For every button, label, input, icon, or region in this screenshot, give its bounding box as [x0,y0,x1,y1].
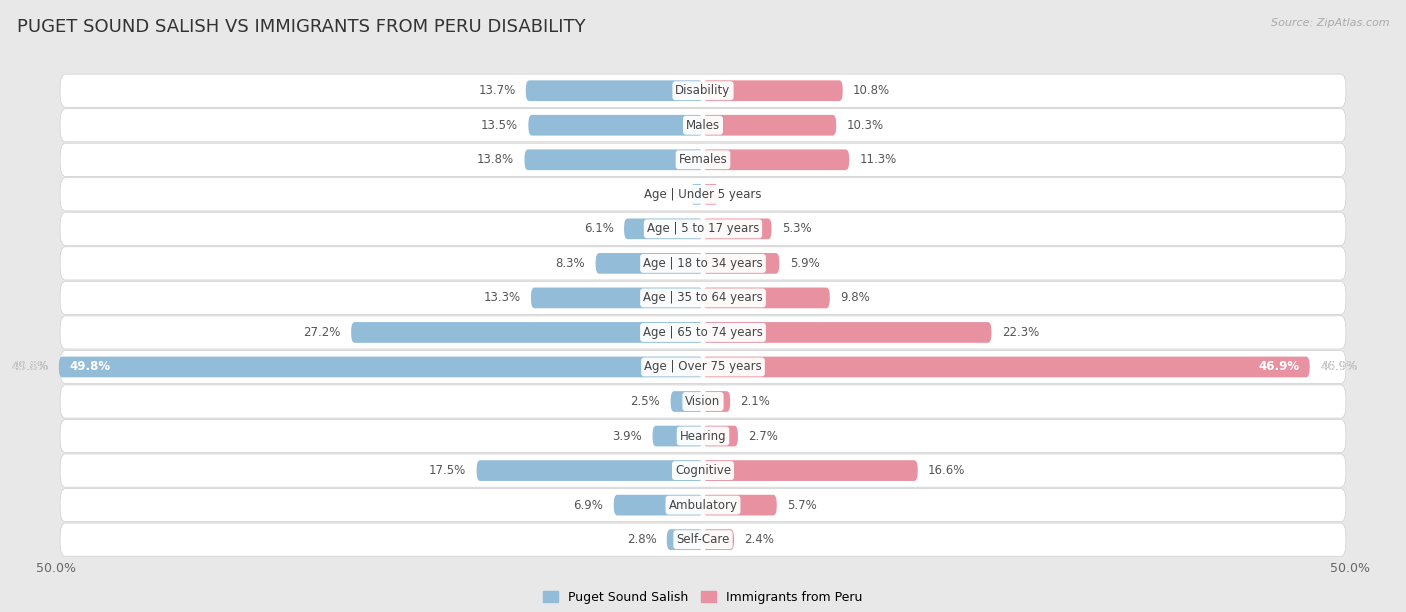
Text: Females: Females [679,153,727,166]
Text: 2.1%: 2.1% [741,395,770,408]
Text: 11.3%: 11.3% [859,153,897,166]
FancyBboxPatch shape [703,391,730,412]
Text: 10.3%: 10.3% [846,119,884,132]
FancyBboxPatch shape [352,322,703,343]
Text: 46.9%: 46.9% [1258,360,1299,373]
Text: 46.9%: 46.9% [1320,360,1357,373]
FancyBboxPatch shape [60,74,1346,107]
FancyBboxPatch shape [60,351,1346,384]
FancyBboxPatch shape [614,494,703,515]
FancyBboxPatch shape [60,488,1346,521]
FancyBboxPatch shape [60,385,1346,418]
Text: Disability: Disability [675,84,731,97]
FancyBboxPatch shape [59,357,703,378]
Text: 2.5%: 2.5% [630,395,661,408]
Text: Age | 35 to 64 years: Age | 35 to 64 years [643,291,763,304]
Legend: Puget Sound Salish, Immigrants from Peru: Puget Sound Salish, Immigrants from Peru [538,586,868,609]
FancyBboxPatch shape [703,184,718,204]
FancyBboxPatch shape [531,288,703,308]
FancyBboxPatch shape [690,184,703,204]
Text: 13.7%: 13.7% [478,84,516,97]
FancyBboxPatch shape [703,218,772,239]
Text: 10.8%: 10.8% [853,84,890,97]
Text: 1.2%: 1.2% [728,188,759,201]
FancyBboxPatch shape [60,419,1346,453]
Text: 9.8%: 9.8% [841,291,870,304]
Text: 13.3%: 13.3% [484,291,520,304]
Text: 13.8%: 13.8% [477,153,515,166]
Text: 22.3%: 22.3% [1002,326,1039,339]
Text: Vision: Vision [685,395,721,408]
Text: 2.7%: 2.7% [748,430,778,442]
Text: 5.9%: 5.9% [790,257,820,270]
FancyBboxPatch shape [703,149,849,170]
FancyBboxPatch shape [60,316,1346,349]
FancyBboxPatch shape [60,247,1346,280]
FancyBboxPatch shape [703,529,734,550]
FancyBboxPatch shape [703,80,842,101]
Text: 5.7%: 5.7% [787,499,817,512]
FancyBboxPatch shape [703,322,991,343]
FancyBboxPatch shape [60,109,1346,142]
Text: 6.9%: 6.9% [574,499,603,512]
Text: 49.8%: 49.8% [11,360,48,373]
Text: 16.6%: 16.6% [928,464,966,477]
Text: Age | 5 to 17 years: Age | 5 to 17 years [647,222,759,236]
Text: 8.3%: 8.3% [555,257,585,270]
Text: Self-Care: Self-Care [676,533,730,546]
FancyBboxPatch shape [666,529,703,550]
Text: Age | Over 75 years: Age | Over 75 years [644,360,762,373]
Text: Age | 18 to 34 years: Age | 18 to 34 years [643,257,763,270]
FancyBboxPatch shape [60,523,1346,556]
FancyBboxPatch shape [60,143,1346,176]
FancyBboxPatch shape [60,454,1346,487]
Text: Cognitive: Cognitive [675,464,731,477]
Text: 6.1%: 6.1% [583,222,614,236]
Text: 5.3%: 5.3% [782,222,811,236]
FancyBboxPatch shape [524,149,703,170]
FancyBboxPatch shape [703,115,837,136]
Text: 49.8%: 49.8% [11,360,48,373]
FancyBboxPatch shape [624,218,703,239]
Text: Males: Males [686,119,720,132]
FancyBboxPatch shape [60,177,1346,211]
FancyBboxPatch shape [703,426,738,446]
Text: Hearing: Hearing [679,430,727,442]
FancyBboxPatch shape [703,357,1309,378]
Text: 13.5%: 13.5% [481,119,517,132]
FancyBboxPatch shape [703,288,830,308]
Text: Source: ZipAtlas.com: Source: ZipAtlas.com [1271,18,1389,28]
Text: Ambulatory: Ambulatory [668,499,738,512]
Text: 49.8%: 49.8% [69,360,110,373]
FancyBboxPatch shape [671,391,703,412]
FancyBboxPatch shape [529,115,703,136]
Text: Age | Under 5 years: Age | Under 5 years [644,188,762,201]
Text: 3.9%: 3.9% [613,430,643,442]
Text: 0.97%: 0.97% [643,188,681,201]
Text: Age | 65 to 74 years: Age | 65 to 74 years [643,326,763,339]
FancyBboxPatch shape [596,253,703,274]
FancyBboxPatch shape [703,494,776,515]
FancyBboxPatch shape [477,460,703,481]
Text: PUGET SOUND SALISH VS IMMIGRANTS FROM PERU DISABILITY: PUGET SOUND SALISH VS IMMIGRANTS FROM PE… [17,18,585,36]
Text: 17.5%: 17.5% [429,464,467,477]
FancyBboxPatch shape [60,282,1346,315]
Text: 2.8%: 2.8% [627,533,657,546]
Text: 27.2%: 27.2% [304,326,340,339]
FancyBboxPatch shape [703,460,918,481]
Text: 46.9%: 46.9% [1320,360,1357,373]
FancyBboxPatch shape [60,212,1346,245]
FancyBboxPatch shape [652,426,703,446]
FancyBboxPatch shape [526,80,703,101]
FancyBboxPatch shape [703,253,779,274]
Text: 2.4%: 2.4% [744,533,775,546]
